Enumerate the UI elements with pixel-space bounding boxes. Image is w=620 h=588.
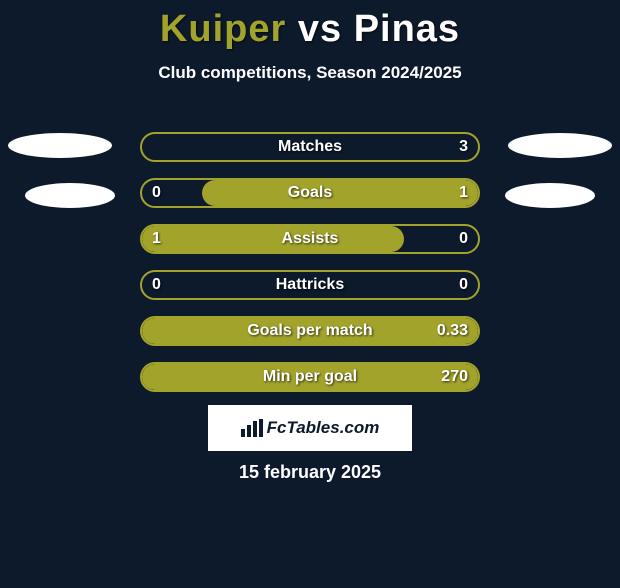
player2-photo-placeholder-bottom (505, 183, 595, 208)
stat-right-value: 3 (459, 138, 468, 156)
player1-photo-placeholder-bottom (25, 183, 115, 208)
fctables-logo: FcTables.com (208, 405, 412, 451)
comparison-date: 15 february 2025 (0, 462, 620, 483)
logo-text: FcTables.com (267, 418, 380, 438)
vs-text: vs (298, 8, 342, 50)
stat-bar-fill (202, 180, 478, 206)
stat-bar: 270Min per goal (140, 362, 480, 392)
competition-subtitle: Club competitions, Season 2024/2025 (0, 63, 620, 83)
stat-bars-container: 3Matches01Goals10Assists00Hattricks0.33G… (140, 132, 480, 392)
stat-bar-fill (142, 226, 404, 252)
stat-label: Matches (142, 138, 478, 156)
stat-right-value: 0 (459, 276, 468, 294)
stat-bar: 10Assists (140, 224, 480, 254)
stat-bar: 01Goals (140, 178, 480, 208)
stat-bar-fill (142, 318, 478, 344)
stat-label: Hattricks (142, 276, 478, 294)
stat-left-value: 0 (152, 276, 161, 294)
stat-bar: 0.33Goals per match (140, 316, 480, 346)
stat-right-value: 0 (459, 230, 468, 248)
bars-icon (241, 419, 263, 437)
stat-left-value: 0 (152, 184, 161, 202)
stat-bar: 0 0Hattricks (140, 270, 480, 300)
player1-name: Kuiper (160, 8, 286, 50)
player1-photo-placeholder-top (8, 133, 112, 158)
player2-photo-placeholder-top (508, 133, 612, 158)
player2-name: Pinas (354, 8, 460, 50)
stat-bar: 3Matches (140, 132, 480, 162)
stat-bar-fill (142, 364, 478, 390)
comparison-title: Kuiper vs Pinas (0, 8, 620, 51)
